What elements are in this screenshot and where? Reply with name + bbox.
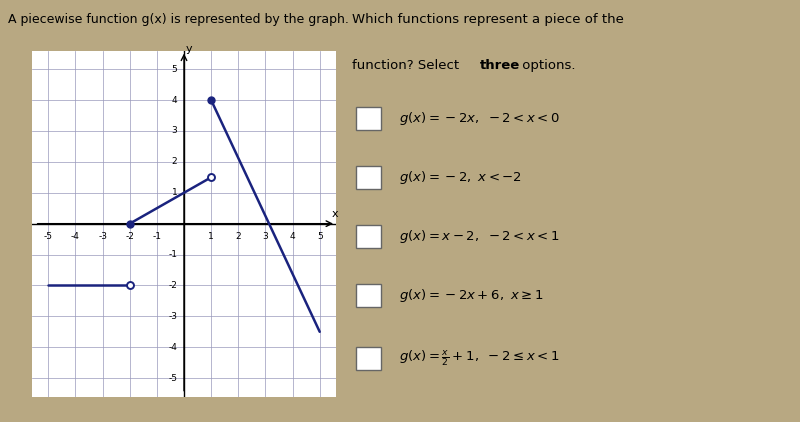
- Text: 1: 1: [171, 188, 178, 197]
- Text: 1: 1: [208, 232, 214, 241]
- Text: -2: -2: [168, 281, 178, 290]
- Text: Which functions represent a piece of the: Which functions represent a piece of the: [352, 13, 624, 26]
- Text: -4: -4: [168, 343, 178, 352]
- Text: -2: -2: [126, 232, 134, 241]
- Text: -5: -5: [44, 232, 53, 241]
- Text: -4: -4: [71, 232, 80, 241]
- Text: 3: 3: [171, 127, 178, 135]
- Text: $g(x) = -2x + 6,\ x \geq 1$: $g(x) = -2x + 6,\ x \geq 1$: [399, 287, 543, 304]
- Text: -1: -1: [168, 250, 178, 259]
- Text: options.: options.: [518, 59, 575, 72]
- Text: three: three: [480, 59, 520, 72]
- Text: 2: 2: [235, 232, 241, 241]
- Text: x: x: [331, 209, 338, 219]
- Bar: [357, 165, 381, 189]
- Text: 2: 2: [171, 157, 178, 166]
- Text: -3: -3: [98, 232, 107, 241]
- Bar: [357, 225, 381, 248]
- Text: y: y: [186, 44, 192, 54]
- Text: -5: -5: [168, 373, 178, 383]
- Text: $g(x) = \frac{x}{2} + 1,\ -2 \leq x < 1$: $g(x) = \frac{x}{2} + 1,\ -2 \leq x < 1$: [399, 349, 559, 368]
- Text: $g(x) = -2x,\ -2 < x < 0$: $g(x) = -2x,\ -2 < x < 0$: [399, 110, 560, 127]
- Text: $g(x) = x - 2,\ -2 < x < 1$: $g(x) = x - 2,\ -2 < x < 1$: [399, 228, 560, 245]
- Text: 4: 4: [171, 95, 178, 105]
- Text: A piecewise function g(x) is represented by the graph.: A piecewise function g(x) is represented…: [8, 13, 349, 26]
- Bar: [357, 106, 381, 130]
- Text: function? Select: function? Select: [352, 59, 463, 72]
- Text: 4: 4: [290, 232, 295, 241]
- Text: -3: -3: [168, 312, 178, 321]
- Text: $g(x) = -2,\ x < -2$: $g(x) = -2,\ x < -2$: [399, 169, 522, 186]
- Text: 5: 5: [171, 65, 178, 74]
- Bar: [357, 284, 381, 307]
- Bar: [357, 347, 381, 371]
- Text: 3: 3: [262, 232, 268, 241]
- Text: 5: 5: [317, 232, 322, 241]
- Text: -1: -1: [152, 232, 162, 241]
